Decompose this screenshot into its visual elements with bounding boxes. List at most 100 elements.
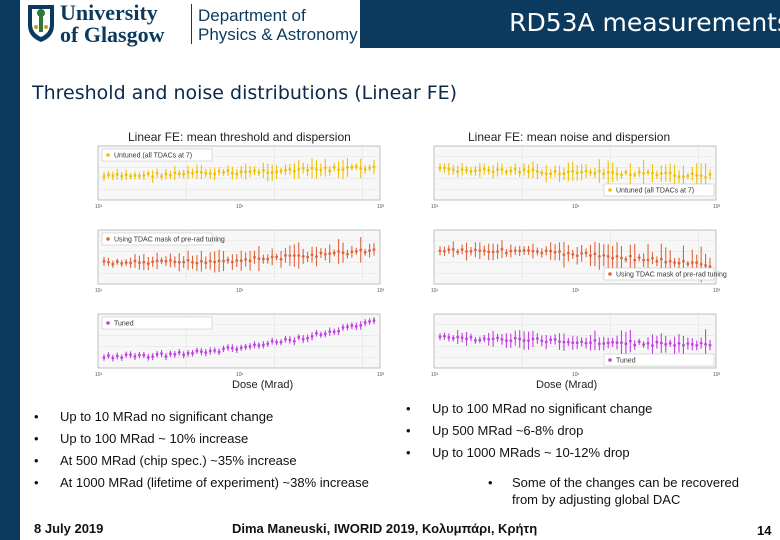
data-point <box>253 169 256 173</box>
data-point <box>708 265 712 269</box>
data-point <box>107 354 110 357</box>
data-point <box>668 259 672 263</box>
data-point <box>191 171 194 175</box>
data-point <box>597 342 601 346</box>
data-point <box>217 350 221 354</box>
logo-separator <box>191 4 192 44</box>
data-point <box>199 350 203 353</box>
data-point <box>133 355 137 358</box>
data-point <box>549 249 553 253</box>
data-point <box>124 261 128 264</box>
data-point <box>540 339 544 343</box>
data-point <box>168 258 172 262</box>
data-point <box>257 171 261 174</box>
data-point <box>155 259 159 263</box>
data-point <box>443 334 446 338</box>
data-point <box>363 168 367 171</box>
noise-bullets: Up to 100 MRad no significant change Up … <box>406 398 652 464</box>
data-point <box>359 248 363 252</box>
data-point <box>531 249 535 253</box>
data-point <box>151 260 155 264</box>
data-point <box>509 169 513 173</box>
data-point <box>686 342 690 346</box>
data-point <box>337 250 340 253</box>
data-point <box>611 170 615 174</box>
data-point <box>544 249 548 253</box>
footer-presenter: Dima Maneuski, IWORID 2019, Κολυμπάρι, Κ… <box>232 521 538 536</box>
data-point <box>173 353 177 356</box>
data-point <box>704 342 707 346</box>
data-point <box>518 249 522 253</box>
data-point <box>301 254 305 258</box>
data-point <box>624 342 628 346</box>
data-point <box>226 258 230 262</box>
data-point <box>664 342 668 346</box>
data-point <box>182 172 186 176</box>
data-point <box>213 349 217 352</box>
data-point <box>310 166 314 170</box>
data-point <box>664 171 668 175</box>
left-accent-bar <box>0 0 20 540</box>
data-point <box>341 326 345 329</box>
data-point <box>107 173 110 177</box>
data-point <box>460 168 464 171</box>
data-point <box>359 324 363 327</box>
data-point <box>487 337 491 341</box>
data-point <box>301 166 305 170</box>
data-point <box>151 355 155 358</box>
data-point <box>500 247 504 251</box>
data-point <box>686 174 690 178</box>
data-point <box>597 169 601 173</box>
noise-bullet: Up to 1000 MRads ~ 10-12% drop <box>406 442 652 464</box>
data-point <box>372 319 376 322</box>
data-point <box>651 344 654 347</box>
data-point <box>558 172 561 176</box>
data-point <box>253 255 256 259</box>
data-point <box>580 170 584 174</box>
data-point <box>275 255 279 259</box>
data-point <box>204 351 208 355</box>
legend-label: Using TDAC mask of pre-rad tuning <box>616 272 727 279</box>
data-point <box>107 260 110 264</box>
data-point <box>288 338 292 342</box>
data-point <box>168 173 172 177</box>
data-point <box>332 251 336 255</box>
data-point <box>239 346 243 350</box>
plot-panel: 10¹ 10² 10³ Untuned (all TDACs at 7) <box>431 145 721 210</box>
data-point <box>270 255 274 259</box>
data-point <box>496 336 499 340</box>
data-point <box>226 169 230 173</box>
data-point <box>235 172 239 176</box>
data-point <box>138 353 141 357</box>
data-point <box>208 172 212 175</box>
data-point <box>504 251 508 255</box>
data-point <box>124 173 128 177</box>
data-point <box>699 262 703 266</box>
data-point <box>659 341 663 345</box>
data-point <box>699 174 703 178</box>
data-point <box>593 339 597 342</box>
data-point <box>230 346 234 350</box>
data-point <box>695 344 699 347</box>
data-point <box>235 348 239 351</box>
data-point <box>208 349 212 353</box>
data-point <box>690 261 694 264</box>
data-point <box>332 330 336 334</box>
data-point <box>248 344 252 348</box>
data-point <box>244 258 248 261</box>
data-point <box>204 171 208 175</box>
data-point <box>606 170 610 174</box>
data-point <box>288 167 292 171</box>
data-point <box>438 249 442 253</box>
data-point <box>372 165 376 169</box>
data-point <box>328 330 332 333</box>
data-point <box>659 257 663 261</box>
university-name: University of Glasgow <box>60 2 165 46</box>
data-point <box>270 339 274 343</box>
data-point <box>615 341 619 344</box>
threshold-bullet: Up to 10 MRad no significant change <box>34 406 369 428</box>
data-point <box>553 250 557 254</box>
data-point <box>173 260 177 264</box>
data-point <box>319 333 323 337</box>
data-point <box>580 251 584 255</box>
